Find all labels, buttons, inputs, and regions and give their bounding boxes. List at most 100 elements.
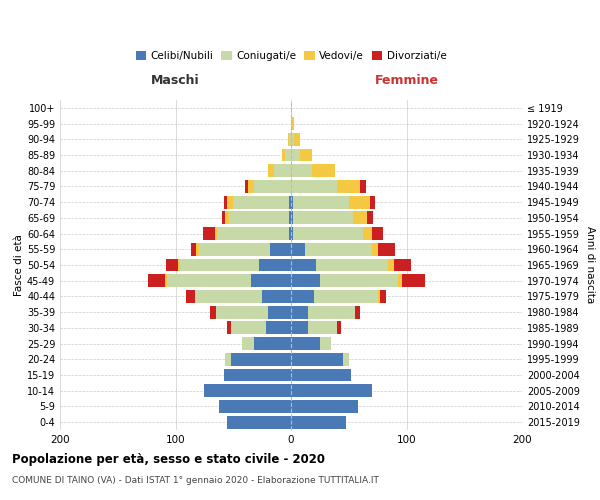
Bar (165, 274, 167, 287)
Bar (291, 148, 300, 162)
Bar (285, 148, 291, 162)
Bar (300, 148, 312, 162)
Bar (360, 180, 366, 193)
Bar (210, 306, 216, 318)
Bar (217, 227, 289, 240)
Bar (308, 322, 337, 334)
Bar (289, 133, 291, 145)
Bar (291, 290, 314, 303)
Bar (248, 180, 254, 193)
Bar (295, 133, 300, 145)
Bar (291, 384, 372, 397)
Bar (245, 180, 248, 193)
Bar (291, 164, 312, 177)
Text: Popolazione per età, sesso e stato civile - 2020: Popolazione per età, sesso e stato civil… (12, 452, 325, 466)
Bar (254, 337, 291, 350)
Bar (367, 212, 373, 224)
Bar (377, 243, 395, 256)
Bar (394, 258, 411, 272)
Bar (316, 258, 388, 272)
Bar (291, 400, 358, 413)
Bar (270, 243, 291, 256)
Bar (291, 258, 316, 272)
Bar (215, 227, 217, 240)
Bar (224, 368, 291, 382)
Bar (349, 196, 370, 208)
Y-axis label: Anni di nascita: Anni di nascita (585, 226, 595, 304)
Bar (314, 290, 377, 303)
Bar (293, 196, 349, 208)
Bar (259, 258, 291, 272)
Bar (262, 290, 291, 303)
Bar (233, 196, 289, 208)
Bar (148, 274, 165, 287)
Bar (291, 353, 343, 366)
Text: Maschi: Maschi (151, 74, 200, 87)
Bar (312, 164, 335, 177)
Bar (355, 306, 360, 318)
Bar (293, 227, 362, 240)
Bar (308, 306, 355, 318)
Bar (372, 243, 377, 256)
Bar (291, 416, 346, 428)
Bar (227, 196, 233, 208)
Bar (196, 243, 199, 256)
Bar (251, 274, 291, 287)
Bar (225, 353, 231, 366)
Bar (343, 353, 349, 366)
Bar (305, 243, 372, 256)
Bar (291, 368, 351, 382)
Bar (320, 337, 331, 350)
Bar (320, 274, 398, 287)
Bar (398, 274, 402, 287)
Bar (353, 212, 367, 224)
Bar (195, 290, 262, 303)
Bar (291, 196, 293, 208)
Bar (242, 337, 254, 350)
Bar (362, 227, 372, 240)
Bar (380, 290, 386, 303)
Bar (291, 117, 292, 130)
Bar (402, 274, 425, 287)
Bar (291, 212, 293, 224)
Bar (229, 212, 289, 224)
Bar (289, 212, 291, 224)
Bar (231, 322, 266, 334)
Bar (289, 227, 291, 240)
Bar (337, 180, 360, 193)
Bar (291, 180, 337, 193)
Bar (287, 133, 289, 145)
Legend: Celibi/Nubili, Coniugati/e, Vedovi/e, Divorziati/e: Celibi/Nubili, Coniugati/e, Vedovi/e, Di… (134, 49, 448, 64)
Bar (293, 212, 353, 224)
Bar (220, 400, 291, 413)
Bar (289, 196, 291, 208)
Bar (282, 148, 285, 162)
Bar (191, 243, 196, 256)
Bar (224, 196, 227, 208)
Bar (186, 290, 195, 303)
Text: Femmine: Femmine (374, 74, 439, 87)
Bar (291, 274, 320, 287)
Bar (268, 164, 274, 177)
Bar (199, 243, 270, 256)
Bar (291, 306, 308, 318)
Bar (167, 274, 251, 287)
Bar (227, 416, 291, 428)
Bar (231, 353, 291, 366)
Bar (291, 133, 295, 145)
Y-axis label: Fasce di età: Fasce di età (14, 234, 24, 296)
Bar (225, 212, 229, 224)
Bar (166, 258, 178, 272)
Bar (372, 227, 383, 240)
Bar (205, 384, 291, 397)
Bar (254, 180, 291, 193)
Bar (292, 117, 295, 130)
Bar (216, 306, 268, 318)
Bar (291, 243, 305, 256)
Bar (388, 258, 394, 272)
Bar (268, 306, 291, 318)
Bar (266, 322, 291, 334)
Bar (291, 337, 320, 350)
Bar (377, 290, 380, 303)
Bar (178, 258, 180, 272)
